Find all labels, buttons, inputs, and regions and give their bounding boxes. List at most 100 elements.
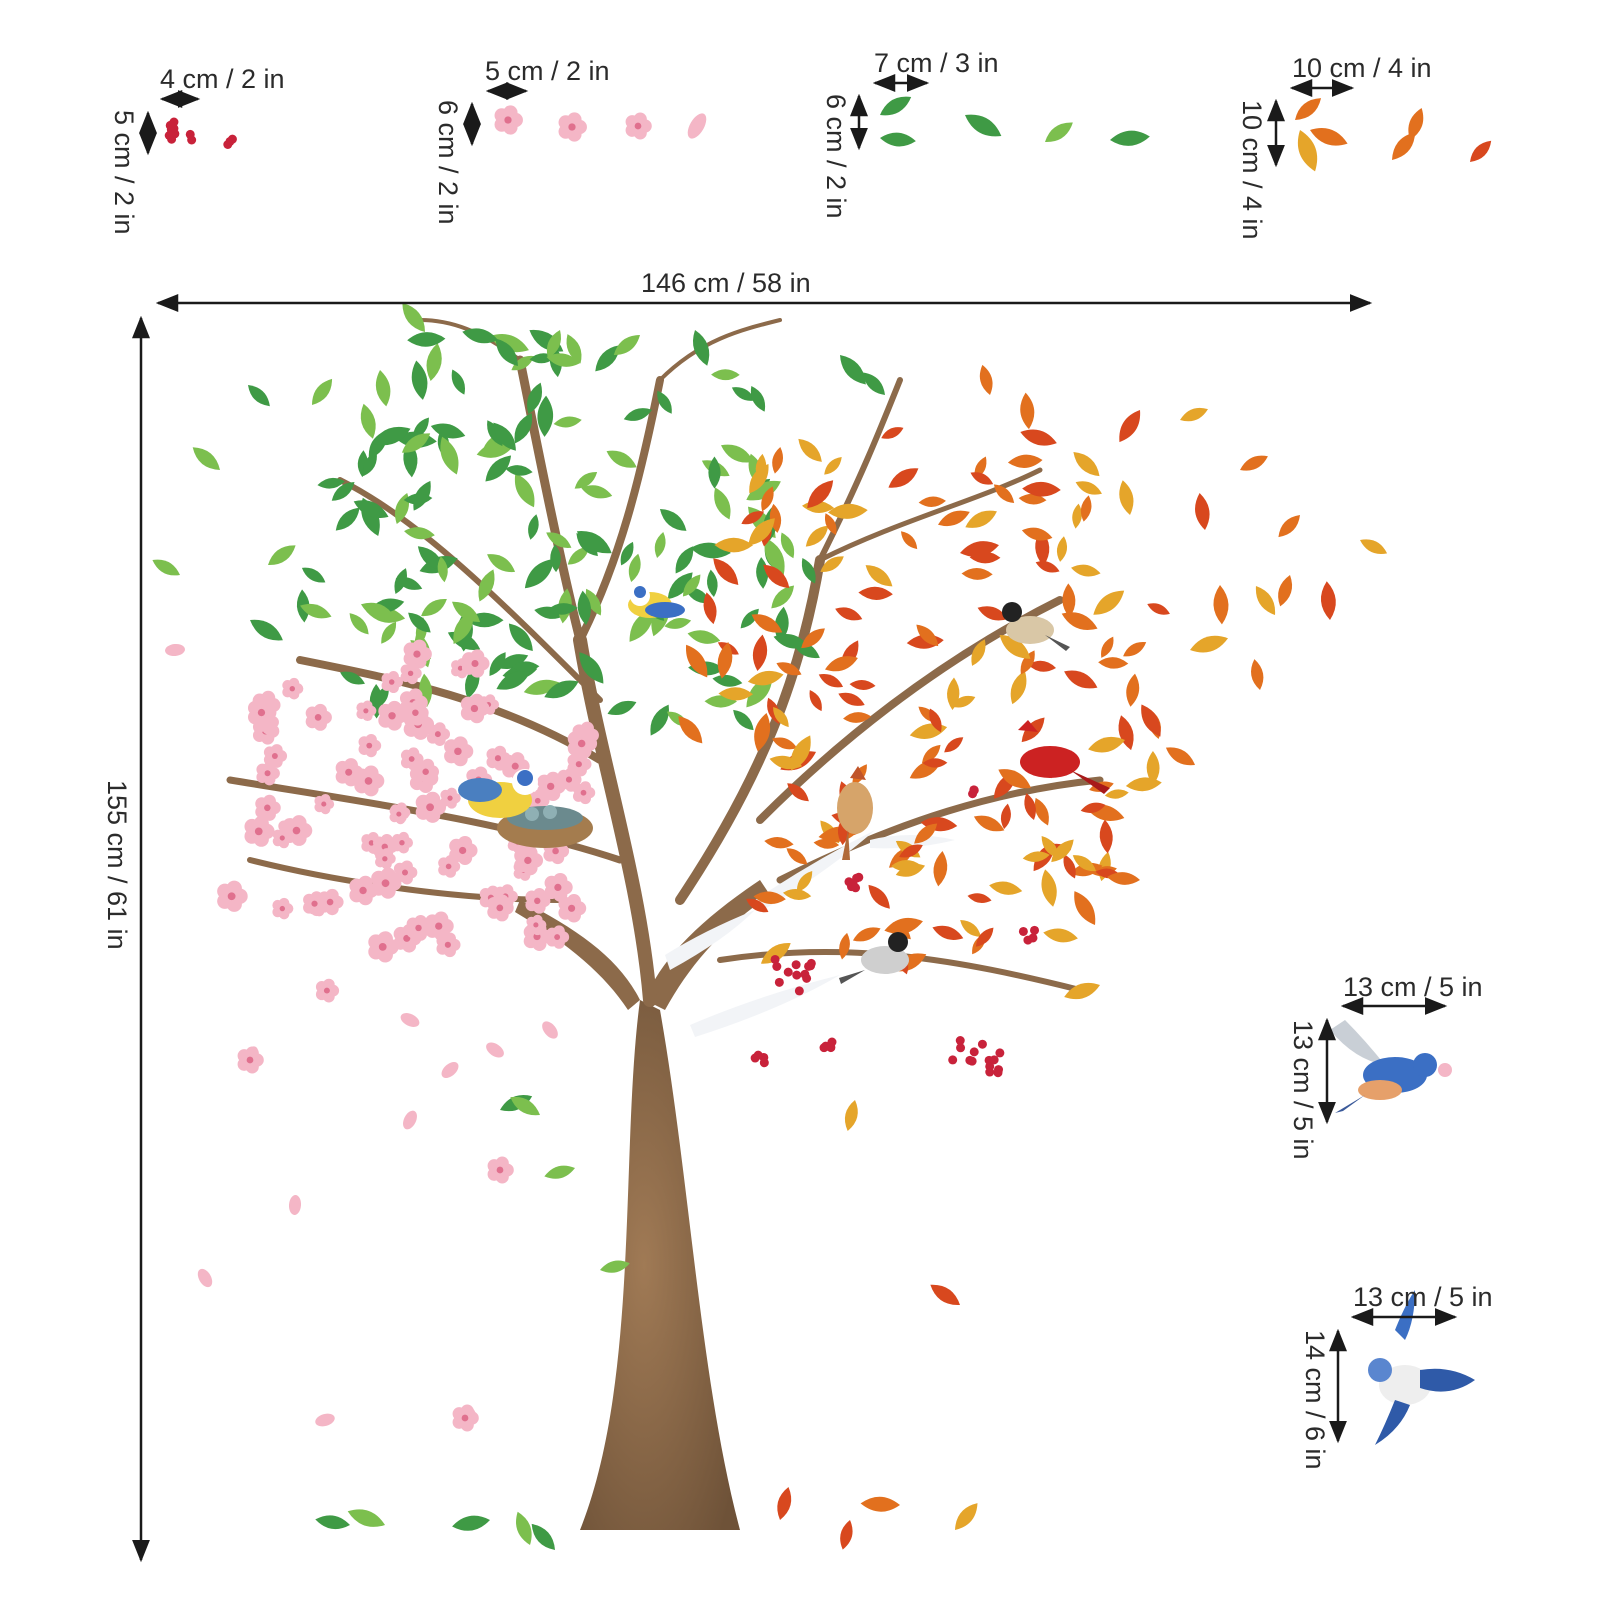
green-leaf-icon	[315, 1515, 350, 1530]
autumn-leaf-icon	[1118, 715, 1134, 751]
green-leaf-icon	[529, 329, 564, 352]
green-leaf-icon	[733, 709, 754, 731]
green-leaf-icon	[496, 670, 531, 690]
green-leaf-icon	[301, 567, 326, 583]
bluebird-icon	[1330, 1020, 1452, 1113]
blossom-icon	[375, 848, 396, 870]
autumn-leaf-icon	[796, 870, 813, 893]
autumn-leaf-icon	[790, 735, 811, 771]
autumn-leaf-icon	[752, 634, 768, 672]
autumn-leaf-icon	[955, 1503, 978, 1530]
autumn-leaf-icon	[1147, 603, 1170, 615]
berries-icon	[750, 1050, 769, 1068]
green-leaf-icon	[487, 554, 516, 573]
autumn-leaf-icon	[930, 1284, 960, 1306]
berries-icon	[164, 117, 197, 145]
autumn-leaf-icon	[1043, 928, 1078, 943]
blossom-icon	[406, 915, 432, 941]
autumn-leaf-icon	[1020, 392, 1035, 430]
autumn-leaf-icon	[1126, 673, 1140, 707]
green-leaf-icon	[780, 532, 795, 559]
green-leaf-icon	[523, 679, 560, 695]
blossom-icon	[567, 751, 592, 777]
autumn-leaf-icon	[1278, 575, 1293, 607]
blossom-icon	[525, 888, 551, 914]
autumn-leaf-icon	[921, 744, 941, 764]
green-leaf-icon	[248, 385, 270, 407]
green-leaf-icon	[544, 680, 579, 699]
green-leaf-icon	[771, 585, 795, 609]
green-leaf-icon	[577, 590, 591, 626]
cardinal-icon	[1018, 720, 1110, 794]
autumn-leaf-icon	[703, 592, 717, 625]
autumn-leaf-icon	[773, 707, 789, 728]
bluejay-width-label: 13 cm / 5 in	[1353, 1282, 1493, 1312]
autumn-leaf-icon	[771, 737, 798, 750]
autumn-leaf-icon	[970, 472, 994, 485]
green-leaf-icon	[774, 606, 789, 643]
autumn-leaf-icon	[835, 607, 863, 621]
tree-branch	[337, 477, 603, 703]
dimension-arrows	[132, 74, 1458, 1563]
blossom-icon	[272, 897, 294, 920]
blossom-icon	[217, 880, 248, 912]
autumn-leaf-icon	[1041, 869, 1057, 907]
green-leaf-icon	[708, 456, 721, 489]
autumn-leaf-icon	[843, 712, 872, 723]
green-leaf-icon	[250, 619, 283, 641]
blossom-icon	[314, 793, 335, 815]
autumn-leaf-icon	[840, 1520, 853, 1550]
autumn-leaf-icon	[1295, 98, 1492, 172]
blossom-icon	[440, 787, 461, 809]
blossom-icon	[460, 693, 490, 724]
berry-clusters	[750, 785, 1040, 1078]
blue-tit-icon	[628, 586, 685, 618]
autumn-leaf-icon	[827, 503, 868, 519]
autumn-leaf-icon	[1104, 789, 1129, 799]
autumn-leaf-icon	[713, 558, 739, 586]
autumn-leaf-icon	[764, 837, 794, 849]
autumn-leaf-icon	[858, 586, 893, 600]
blossom-icon	[400, 662, 422, 685]
autumn-leaf-icon	[809, 690, 822, 712]
blossom-icon	[393, 860, 418, 885]
autumn-leaf-icon	[1093, 590, 1125, 615]
autumn-leaf-icon	[754, 712, 771, 752]
autumn-leaf-icon	[1064, 982, 1100, 1000]
green-leaf-width-label: 7 cm / 3 in	[874, 48, 999, 78]
autumn-leaf-icon	[1028, 660, 1056, 672]
autumn-leaf-icon	[718, 687, 754, 701]
blossom-icon	[237, 1046, 264, 1074]
autumn-leaf-icon	[1101, 636, 1114, 658]
chickadee-icon	[839, 932, 909, 984]
blossom-icon	[317, 888, 344, 916]
autumn-leaf-icon	[787, 783, 809, 802]
green-leaf-icon	[317, 477, 345, 489]
autumn-leaf-icon	[686, 644, 708, 678]
autumn-leaf-icon	[1000, 803, 1011, 830]
green-leaf-icon	[595, 345, 621, 372]
autumn-leaf-icon	[937, 510, 970, 527]
green-leaf-icon	[360, 403, 376, 439]
autumn-leaf-icon	[1190, 635, 1228, 653]
blossom-icon	[572, 781, 596, 805]
autumn-leaf-icon	[717, 642, 733, 679]
green-leaf-icon	[511, 355, 535, 371]
tree-branch	[817, 467, 1043, 563]
autumn-leaf-icon	[747, 670, 784, 686]
blossom-icon	[272, 827, 293, 849]
autumn-leaf-icon	[777, 1487, 792, 1520]
blossom-icon	[426, 722, 451, 746]
autumn-leaf-icon	[1073, 452, 1100, 477]
autumn-leaf-icon	[1035, 561, 1060, 573]
autumn-leaf-icon	[929, 708, 942, 733]
green-leaf-icon	[489, 334, 529, 353]
green-leaf-icon	[585, 588, 602, 616]
green-leaf-icon	[403, 493, 433, 505]
autumn-leaf-icon	[1392, 132, 1416, 160]
autumn-leaf-icon	[922, 758, 948, 768]
green-leaf-icon	[404, 527, 435, 540]
autumn-leaf-icon	[1470, 140, 1492, 162]
green-leaf-icon	[863, 372, 885, 395]
autumn-leaf-icon	[838, 692, 865, 706]
